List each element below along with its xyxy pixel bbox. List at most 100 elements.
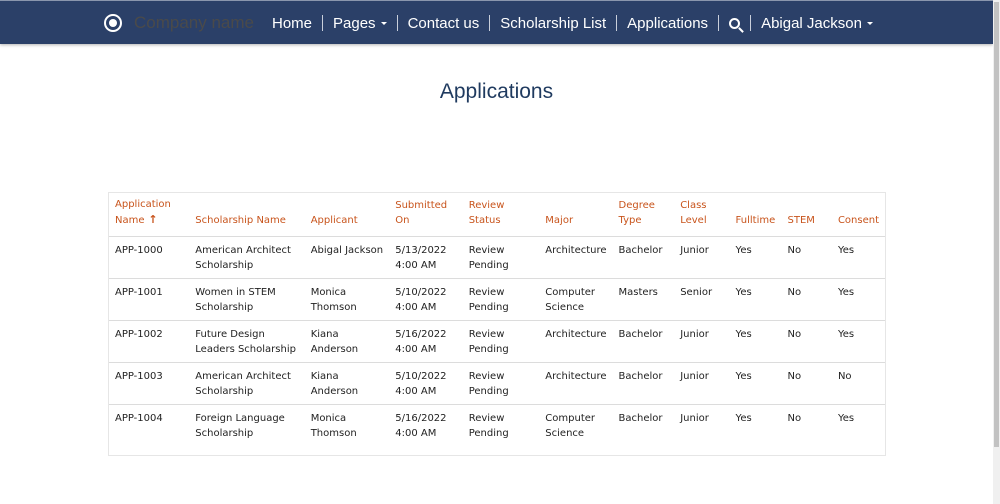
table-cell: Junior xyxy=(674,362,730,405)
table-cell: Yes xyxy=(729,362,782,405)
chevron-down-icon xyxy=(380,22,387,26)
table-row[interactable]: APP-1003 American Architect Scholarship Ki… xyxy=(109,362,885,405)
table-cell: Women in STEM Scholarship xyxy=(189,278,305,321)
table-cell: APP-1000 xyxy=(109,236,190,279)
column-header-label: Major xyxy=(545,214,574,226)
logo-icon[interactable] xyxy=(104,14,122,32)
table-cell: Senior xyxy=(674,278,730,321)
table-cell: Junior xyxy=(680,412,709,424)
table-cell: No xyxy=(781,236,832,279)
column-header[interactable]: Review Status xyxy=(462,193,540,237)
column-header[interactable]: Scholarship Name xyxy=(189,193,305,237)
column-header[interactable]: Consent xyxy=(831,193,885,237)
column-header[interactable]: Submitted On xyxy=(389,193,463,237)
table-cell: Junior xyxy=(674,236,730,279)
top-navbar: Company name Home Pages Contact us Schol… xyxy=(0,0,993,44)
table-cell: Yes xyxy=(831,236,885,279)
applications-table: Application Name ↑ Scholarship Name Applic… xyxy=(108,192,886,456)
table-cell: Monica Thomson xyxy=(304,278,390,321)
user-menu[interactable]: Abigal Jackson xyxy=(751,15,883,32)
search-button[interactable] xyxy=(719,15,750,32)
column-header-label: Fulltime xyxy=(735,214,776,226)
table-cell: Yes xyxy=(831,320,885,363)
table-cell: Review Pending xyxy=(468,412,509,439)
chevron-down-icon xyxy=(866,22,873,26)
table-cell: Architecture xyxy=(539,320,613,363)
table-cell: Review Pending xyxy=(462,236,540,279)
column-header[interactable]: Fulltime xyxy=(729,193,782,237)
table-cell: 5/16/2022 4:00 AM xyxy=(389,320,463,363)
table-cell: 5/16/2022 4:00 AM xyxy=(395,412,447,439)
nav-pages-label: Pages xyxy=(333,14,376,32)
nav-divider xyxy=(616,15,618,31)
table-row[interactable]: APP-1004 Foreign Language Scholarship Moni… xyxy=(109,404,885,446)
nav-divider xyxy=(396,15,398,31)
table-cell: 5/10/2022 4:00 AM xyxy=(389,278,463,321)
table-cell: No xyxy=(781,278,832,321)
table-cell: Yes xyxy=(735,412,752,424)
table-cell: Yes xyxy=(831,278,885,321)
nav-divider xyxy=(718,15,720,31)
table-cell: Bachelor xyxy=(612,362,675,405)
column-header-label: Submitted On xyxy=(395,199,448,226)
column-header-label: Review Status xyxy=(468,199,505,226)
table-cell: 5/13/2022 4:00 AM xyxy=(389,236,463,279)
column-header[interactable]: Degree Type xyxy=(612,193,675,237)
scrollbar[interactable] xyxy=(993,0,1000,504)
table-row[interactable]: APP-1001 Women in STEM Scholarship Monica … xyxy=(109,278,885,321)
table-cell: American Architect Scholarship xyxy=(189,236,305,279)
table-cell: Kiana Anderson xyxy=(304,362,390,405)
nav-applications[interactable]: Applications xyxy=(627,14,709,32)
company-name[interactable]: Company name xyxy=(134,13,255,32)
table-cell: No xyxy=(787,412,802,424)
table-cell: Bachelor xyxy=(612,320,675,363)
table-row[interactable]: APP-1000 American Architect Scholarship Ab… xyxy=(109,236,885,279)
table-cell: APP-1001 xyxy=(109,278,190,321)
column-header[interactable]: Class Level xyxy=(674,193,730,237)
column-header-label: Degree Type xyxy=(618,199,655,226)
table-cell: 5/10/2022 4:00 AM xyxy=(389,362,463,405)
user-name: Abigal Jackson xyxy=(761,14,862,32)
nav-divider xyxy=(322,15,324,31)
table-cell: APP-1004 xyxy=(115,412,163,424)
column-header-label: Class Level xyxy=(680,199,707,226)
table-cell: Masters xyxy=(612,278,675,321)
table-cell: APP-1002 xyxy=(109,320,190,363)
table-cell: APP-1003 xyxy=(109,362,190,405)
column-header-label: Applicant xyxy=(310,214,358,226)
nav-contact-us[interactable]: Contact us xyxy=(407,14,480,32)
table-cell: Junior xyxy=(674,320,730,363)
table-cell: Future Design Leaders Scholarship xyxy=(189,320,305,363)
nav-divider xyxy=(750,15,752,31)
column-header[interactable]: Applicant xyxy=(304,193,390,237)
sort-arrow-up-icon[interactable]: ↑ xyxy=(144,212,158,226)
table-cell: No xyxy=(781,320,832,363)
table-cell: Bachelor xyxy=(618,412,663,424)
table-cell: Computer Science xyxy=(545,412,596,439)
column-header[interactable]: Major xyxy=(539,193,613,237)
table-cell: Review Pending xyxy=(462,320,540,363)
table-cell: Kiana Anderson xyxy=(304,320,390,363)
table-cell: Review Pending xyxy=(462,278,540,321)
column-header[interactable]: STEM xyxy=(781,193,832,237)
page-title: Applications xyxy=(439,80,554,103)
table-cell: Computer Science xyxy=(539,278,613,321)
nav-scholarship-list[interactable]: Scholarship List xyxy=(500,14,607,32)
table-cell: American Architect Scholarship xyxy=(189,362,305,405)
table-cell: Architecture xyxy=(539,236,613,279)
scrollbar-thumb[interactable] xyxy=(994,2,999,447)
table-cell: Yes xyxy=(729,236,782,279)
search-icon xyxy=(729,18,741,30)
column-header-label: Scholarship Name xyxy=(195,214,286,226)
table-cell: No xyxy=(781,362,832,405)
table-cell: Abigal Jackson xyxy=(304,236,390,279)
table-cell: Yes xyxy=(729,278,782,321)
column-header-label: Application Name xyxy=(115,198,171,226)
table-cell: Yes xyxy=(837,412,855,424)
table-row[interactable]: APP-1002 Future Design Leaders Scholarshi… xyxy=(109,320,885,363)
column-header[interactable]: Application Name ↑ xyxy=(109,193,190,237)
column-header-label: Consent xyxy=(837,214,879,226)
nav-pages[interactable]: Pages xyxy=(323,15,397,32)
nav-home[interactable]: Home xyxy=(272,14,313,32)
table-cell: Yes xyxy=(729,320,782,363)
